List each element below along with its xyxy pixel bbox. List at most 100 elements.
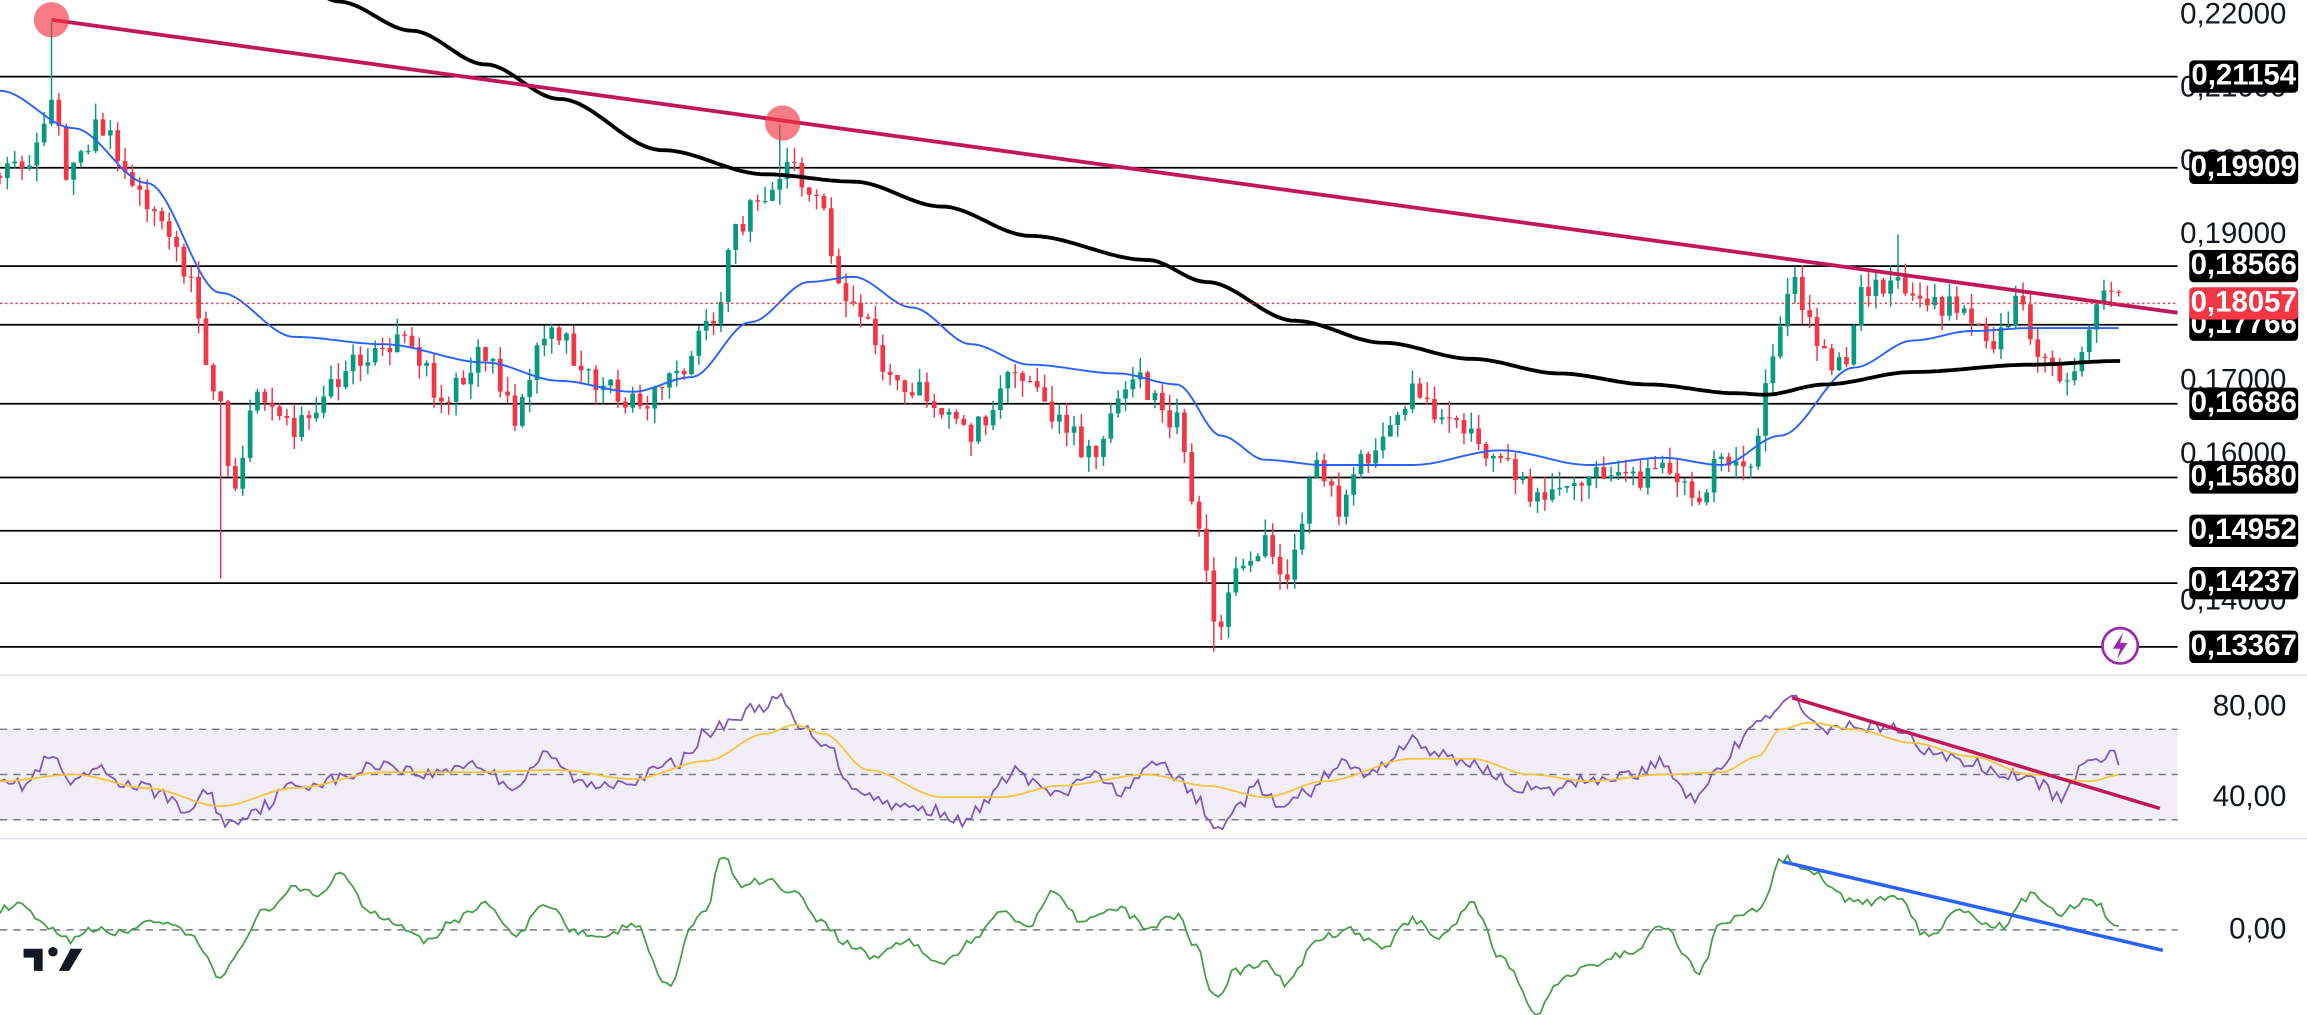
candle-body-down	[659, 386, 665, 388]
candle-body-up	[1763, 383, 1768, 436]
candle-body-up	[78, 151, 84, 163]
candle-body-up	[1395, 414, 1401, 426]
candle-body-up	[564, 333, 569, 341]
rsi-ma-line	[0, 721, 2119, 807]
candle-body-up	[1549, 489, 1555, 500]
candle-body-up	[1130, 379, 1136, 390]
candle-body-up	[1262, 535, 1268, 557]
candle-body-up	[313, 412, 319, 419]
candle-body-down	[409, 335, 415, 347]
candle-body-down	[1454, 418, 1459, 421]
price-level-label: 0,16686	[2191, 386, 2297, 419]
candle-body-down	[188, 276, 194, 278]
candle-body-up	[1248, 561, 1253, 566]
price-level-label: 0,21154	[2191, 59, 2296, 92]
candle-body-up	[1777, 326, 1783, 357]
candle-body-up	[49, 99, 54, 124]
candle-body-up	[534, 345, 540, 380]
candle-body-up	[1439, 417, 1445, 420]
candle-body-down	[159, 211, 165, 222]
candle-body-up	[475, 346, 481, 373]
chart-extras	[23, 626, 2140, 971]
candle-body-up	[1851, 325, 1857, 365]
logo-part-v-icon	[58, 948, 83, 971]
candle-body-up	[1123, 389, 1128, 399]
oscillator-pane: 0,00	[0, 853, 2286, 1015]
candle-body-down	[953, 411, 959, 419]
candle-body-up	[2072, 371, 2077, 381]
candle-body-down	[645, 406, 650, 409]
candle-body-down	[968, 424, 974, 442]
candle-body-up	[1233, 568, 1239, 593]
candle-body-down	[1917, 295, 1923, 299]
candle-body-down	[196, 276, 201, 319]
candle-body-down	[902, 380, 908, 393]
candle-body-down	[130, 172, 135, 186]
osc-line	[0, 853, 2119, 1015]
candle-body-up	[784, 161, 790, 179]
price-level-label-box	[2189, 566, 2299, 600]
ema-line	[0, 89, 2119, 466]
candle-body-down	[1623, 471, 1629, 474]
candle-body-down	[1638, 471, 1643, 488]
candle-body-down	[1866, 286, 1871, 296]
candle-body-down	[1667, 462, 1673, 474]
candle-body-down	[1969, 308, 1974, 324]
candle-body-up	[1755, 435, 1761, 467]
candle-body-down	[1983, 324, 1989, 342]
candle-body-up	[1873, 279, 1879, 296]
candle-body-down	[637, 393, 643, 407]
candle-body-down	[1321, 459, 1327, 482]
candle-body-down	[291, 417, 297, 437]
candle-body-up	[1115, 398, 1121, 414]
price-level-label-box	[2189, 630, 2299, 664]
candle-body-down	[1814, 317, 1820, 347]
candle-body-up	[748, 200, 753, 232]
candle-body-up	[1255, 556, 1261, 562]
candle-body-down	[210, 364, 216, 392]
candle-body-up	[27, 165, 32, 169]
candle-body-up	[527, 379, 533, 397]
tradingview-logo-icon	[23, 947, 83, 971]
candle-body-up	[998, 388, 1003, 411]
candle-body-down	[792, 161, 797, 164]
candle-body-down	[556, 327, 562, 341]
price-level-label-box	[2189, 249, 2299, 283]
candle-body-up	[1947, 296, 1952, 316]
price-axis-tick-label: 0,22000	[2180, 0, 2286, 30]
candle-body-down	[306, 415, 312, 419]
candle-body-up	[703, 320, 709, 331]
candle-body-down	[1446, 417, 1452, 419]
candle-body-up	[1616, 471, 1621, 476]
candle-body-down	[0, 175, 3, 178]
candle-body-down	[1093, 445, 1099, 457]
candle-body-up	[542, 338, 547, 346]
candle-body-up	[1174, 412, 1180, 428]
candle-body-up	[71, 162, 76, 180]
candle-body-down	[711, 320, 716, 324]
candle-body-up	[718, 302, 724, 324]
candle-body-down	[1976, 323, 1982, 325]
candle-body-up	[2005, 325, 2011, 328]
candle-body-up	[2064, 380, 2070, 382]
candle-body-up	[762, 200, 768, 203]
candle-body-down	[284, 415, 290, 418]
candle-body-up	[1108, 413, 1114, 439]
candle-body-down	[1277, 556, 1283, 575]
candle-body-up	[770, 189, 775, 201]
candle-body-down	[225, 401, 231, 467]
candle-body-down	[1285, 574, 1290, 580]
candle-body-up	[1343, 494, 1349, 517]
candle-body-down	[1365, 453, 1371, 464]
candle-body-down	[578, 365, 584, 371]
candle-body-down	[144, 189, 150, 210]
price-pane-background	[0, 0, 2307, 677]
candle-body-down	[1218, 621, 1224, 627]
candle-body-down	[1807, 310, 1813, 318]
candle-body-up	[343, 371, 349, 388]
candle-body-down	[402, 334, 407, 336]
price-level-label-box	[2189, 461, 2299, 494]
candle-body-down	[431, 362, 437, 398]
candle-body-down	[1880, 279, 1886, 294]
